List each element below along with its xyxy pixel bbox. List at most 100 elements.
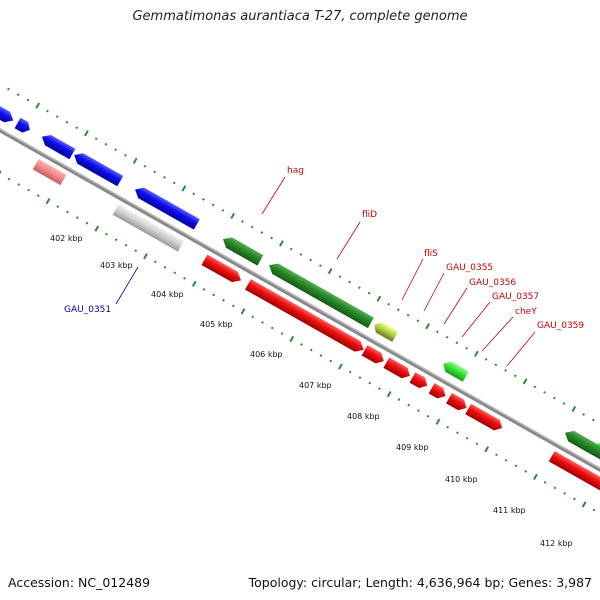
scale-dot [56, 205, 60, 208]
scale-dot [426, 414, 430, 418]
scale-dot [124, 243, 128, 247]
scale-dot [455, 341, 459, 345]
scale-dot [514, 464, 518, 468]
tick-label: 405 kbp [200, 320, 233, 329]
scale-dot [562, 402, 566, 405]
scale-tick-major [94, 225, 100, 232]
scale-dot [202, 287, 206, 291]
gene-arrow-blue [41, 134, 76, 160]
scale-dot [211, 203, 215, 207]
scale-tick-major [240, 308, 246, 315]
scale-dot [104, 142, 108, 146]
scale-dot [592, 508, 596, 512]
scale-dot [192, 192, 196, 196]
scale-dot [270, 236, 274, 240]
scale-tick-major [0, 170, 2, 177]
leader-line [443, 287, 468, 325]
scale-dot [417, 409, 420, 413]
leader-line [115, 266, 139, 305]
tick-label: 407 kbp [299, 381, 332, 390]
tick-label: 410 kbp [445, 475, 478, 484]
scale-dot [289, 247, 293, 251]
scale-dot [26, 98, 30, 102]
scale-dot [173, 271, 177, 275]
gene-arrow-red [245, 279, 364, 352]
leader-line [481, 316, 514, 352]
scale-dot [163, 265, 167, 269]
scale-dot [543, 391, 546, 394]
gene-arrow-red [446, 392, 467, 411]
tick-label: 411 kbp [493, 506, 526, 515]
scale-dot [348, 370, 352, 374]
scale-dot [250, 225, 254, 229]
scale-dot [475, 442, 479, 446]
scale-tick-major [289, 335, 295, 343]
scale-dot [46, 109, 49, 113]
scale-dot [222, 299, 225, 302]
scale-tick-major [376, 295, 382, 302]
scale-dot [17, 183, 21, 186]
scale-dot [55, 115, 59, 119]
scale-tick-major [484, 446, 490, 453]
tick-label: 412 kbp [540, 539, 573, 548]
scale-dot [221, 209, 225, 212]
scale-tick-major [533, 473, 538, 480]
scale-dot [124, 153, 127, 157]
scale-dot [319, 354, 323, 357]
outer-dotted-ring [0, 82, 595, 422]
scale-dot [446, 425, 450, 429]
scale-dot [397, 308, 400, 312]
scale-dot [7, 87, 10, 91]
gene-arrow-dark-green [269, 263, 374, 329]
tick-label: 404 kbp [151, 290, 184, 299]
map-title: Gemmatimonas aurantiaca T-27, complete g… [132, 9, 468, 24]
scale-dot [416, 319, 420, 323]
scale-dot [85, 221, 89, 225]
gene-arrow-red [548, 450, 600, 493]
scale-dot [153, 260, 157, 264]
scale-tick-major [35, 102, 41, 109]
scale-dot [36, 194, 40, 197]
tick-label: 402 kbp [50, 234, 83, 243]
scale-dot [573, 497, 576, 501]
scale-tick-major [45, 198, 51, 205]
scale-dot [202, 198, 205, 201]
gene-label-gau0359: GAU_0359 [537, 321, 584, 331]
scale-tick-major [338, 363, 343, 370]
gene-arrow-red [201, 254, 241, 283]
scale-tick-major [143, 253, 148, 260]
scale-dot [367, 291, 371, 295]
scale-dot [591, 418, 595, 422]
gene-label-chey: cheY [515, 307, 537, 317]
scale-dot [114, 148, 118, 152]
scale-dot [172, 181, 176, 185]
scale-dot [582, 413, 585, 416]
scale-tick-major [279, 240, 284, 247]
gene-labels: hag fliD fliS GAU_0355 GAU_0356 GAU_0357… [64, 166, 584, 367]
scale-dot [329, 359, 333, 363]
scale-dot [65, 120, 69, 124]
scale-dot [241, 220, 244, 223]
scale-dot [348, 280, 351, 284]
gene-arrow-red [409, 372, 428, 389]
gene-arrow-red [361, 345, 384, 364]
scale-dot [309, 348, 313, 352]
scale-dot [231, 304, 235, 308]
scale-dot [513, 374, 517, 378]
scale-dot [524, 469, 528, 473]
scale-dot [280, 332, 284, 335]
gene-arrow-pink [32, 158, 67, 186]
scale-tick-major [435, 418, 441, 425]
tick-labels: 402 kbp 403 kbp 404 kbp 405 kbp 406 kbp … [50, 234, 573, 548]
scale-dot [504, 369, 507, 372]
scale-dot [552, 396, 556, 400]
scale-dot [358, 376, 362, 379]
leader-line [336, 221, 361, 260]
scale-dot [105, 232, 108, 236]
scale-dot [251, 315, 255, 319]
scale-dot [338, 275, 342, 278]
scale-dot [553, 486, 557, 490]
scale-dot [368, 381, 372, 385]
gene-arrow-blue [0, 98, 14, 123]
scale-dot [465, 436, 469, 440]
